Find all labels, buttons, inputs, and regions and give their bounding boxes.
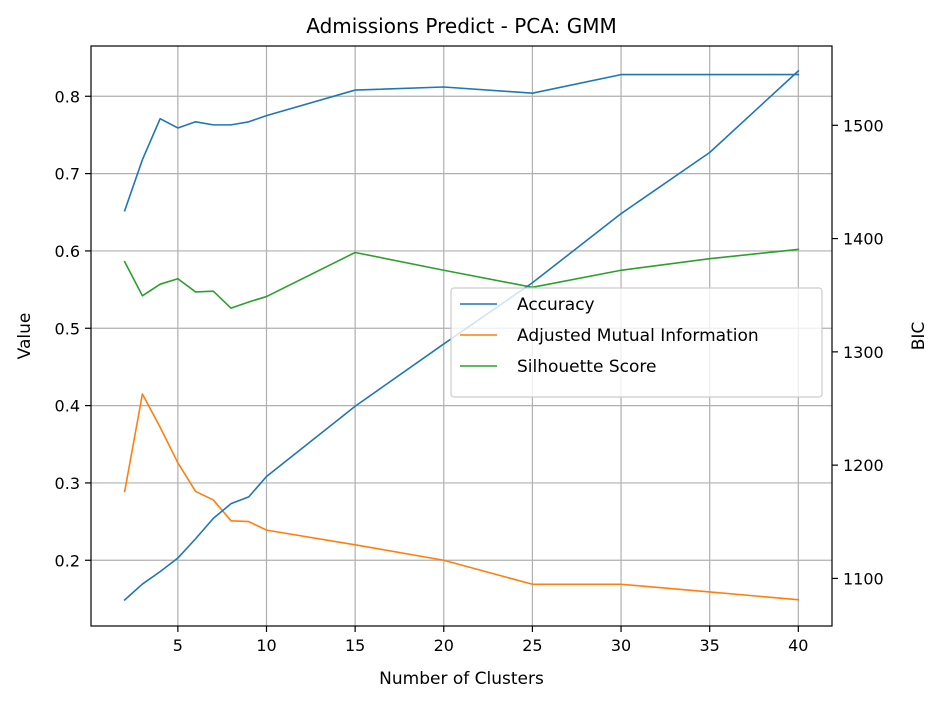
y-tick-label: 0.7: [55, 165, 80, 184]
legend-label: Accuracy: [517, 295, 595, 315]
x-tick-label: 10: [256, 636, 276, 655]
y-right-tick-label: 1100: [843, 569, 884, 588]
series-line-accuracy: [123, 73, 800, 212]
chart-title: Admissions Predict - PCA: GMM: [306, 14, 616, 38]
axis-ticks: 5 10 15 20 25 30 35 40 0.2 0.3 0.4 0.5 0.6 0.7 0.8 1100…: [55, 87, 884, 655]
x-tick-label: 20: [434, 636, 454, 655]
y-tick-label: 0.8: [55, 87, 80, 106]
y-right-tick-label: 1300: [843, 343, 884, 362]
y-tick-label: 0.6: [55, 242, 80, 261]
series-lines: [123, 69, 800, 602]
x-tick-label: 35: [700, 636, 720, 655]
x-tick-label: 25: [522, 636, 542, 655]
series-line-silhouette-score: [123, 248, 800, 309]
x-tick-label: 40: [788, 636, 808, 655]
x-tick-label: 15: [345, 636, 365, 655]
series-line-adjusted-mutual-information: [123, 393, 800, 601]
y-axis-right-label: BIC: [909, 322, 929, 351]
x-tick-label: 30: [611, 636, 631, 655]
x-axis-label: Number of Clusters: [379, 669, 544, 689]
y-tick-label: 0.3: [55, 474, 80, 493]
y-right-tick-label: 1400: [843, 230, 884, 249]
grid-lines: [91, 46, 832, 626]
y-tick-label: 0.4: [55, 397, 80, 416]
series-line-bic: [123, 69, 800, 602]
legend-box: [450, 287, 823, 398]
x-tick-label: 5: [173, 636, 183, 655]
y-right-tick-label: 1500: [843, 116, 884, 135]
legend-label: Adjusted Mutual Information: [517, 326, 759, 346]
y-axis-label: Value: [15, 313, 35, 360]
y-tick-label: 0.5: [55, 319, 80, 338]
y-right-tick-label: 1200: [843, 456, 884, 475]
legend-label: Silhouette Score: [517, 357, 656, 377]
y-tick-label: 0.2: [55, 551, 80, 570]
plot-frame: [90, 45, 833, 627]
legend: Accuracy Adjusted Mutual Information Silho…: [450, 287, 823, 398]
